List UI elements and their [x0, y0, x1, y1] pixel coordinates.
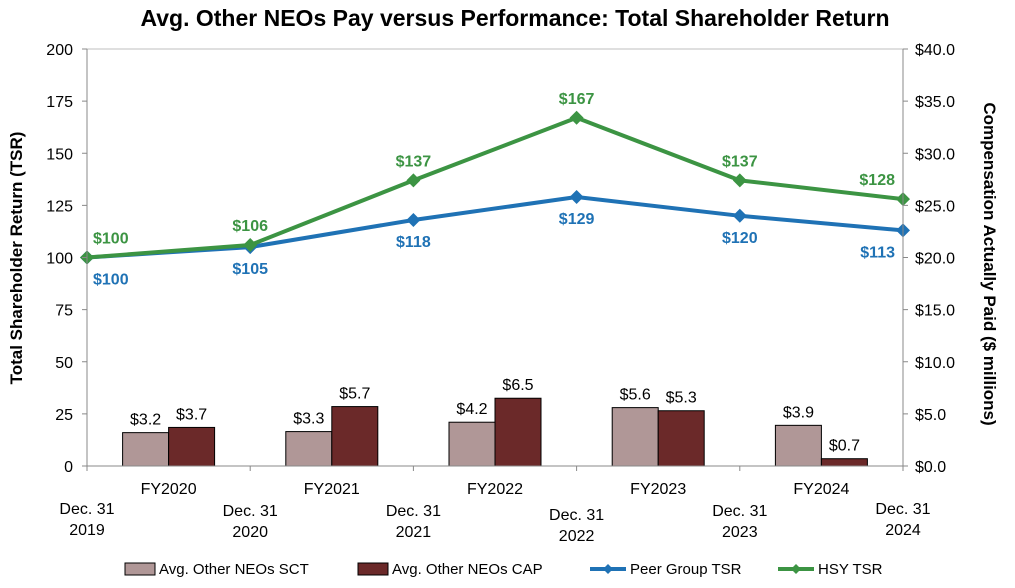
bar-value-label: $5.3 [666, 390, 697, 407]
label-layer: $3.2 $3.3 $4.2 $5.6 $3.9 $3.7 $5.7 $6.5 $5.3 $0.7… [93, 91, 895, 455]
line-layer [80, 110, 910, 265]
bar-cap [168, 426, 216, 467]
bar-sct [611, 407, 659, 467]
bar-value-label: $6.5 [502, 377, 533, 394]
tsr-value-label: $120 [722, 230, 758, 247]
date-label-line2: 2023 [722, 524, 758, 541]
y-left-tick-label: 0 [64, 459, 73, 476]
axis-layer: 0 25 50 75 100 125 150 175 200 $0.0 $5.0 $10.0 $15.0… [46, 42, 955, 545]
bar-layer [122, 397, 868, 467]
bar-cap [331, 406, 379, 467]
bar-sct [122, 432, 170, 467]
bar-cap [494, 397, 542, 467]
date-label-line1: Dec. 31 [223, 503, 278, 520]
series-marker-hsy [569, 110, 584, 125]
y-right-tick-label: $25.0 [915, 198, 955, 215]
series-marker-hsy [243, 237, 258, 252]
legend-label: Avg. Other NEOs CAP [392, 561, 543, 578]
category-label: FY2022 [467, 481, 523, 498]
series-marker-hsy [732, 173, 747, 188]
date-label-line2: 2022 [559, 528, 595, 545]
y-left-tick-label: 100 [46, 251, 73, 268]
y-right-tick-label: $30.0 [915, 146, 955, 163]
legend-label: Avg. Other NEOs SCT [159, 561, 309, 578]
legend-swatch [124, 562, 156, 576]
bar-cap [657, 410, 705, 467]
date-label-line1: Dec. 31 [386, 503, 441, 520]
category-label: FY2024 [793, 481, 849, 498]
y-left-tick-label: 50 [55, 355, 73, 372]
legend-marker [791, 564, 801, 574]
series-line-hsy [86, 115, 904, 260]
bar-cap [820, 458, 868, 467]
legend-swatch [357, 562, 389, 576]
y-left-tick-label: 175 [46, 94, 73, 111]
category-label: FY2020 [141, 481, 197, 498]
bar-value-label: $3.2 [130, 412, 161, 429]
series-marker-hsy [406, 173, 421, 188]
series-marker-peer [406, 212, 421, 227]
bar-value-label: $5.6 [620, 387, 651, 404]
date-label-line1: Dec. 31 [875, 501, 930, 518]
y-left-tick-label: 25 [55, 407, 73, 424]
legend-label: Peer Group TSR [630, 561, 742, 578]
tsr-value-label: $167 [559, 91, 595, 108]
tsr-value-label: $128 [859, 172, 895, 189]
y-left-tick-label: 75 [55, 303, 73, 320]
tsr-value-label: $105 [232, 261, 268, 278]
chart-title: Avg. Other NEOs Pay versus Performance: … [141, 5, 890, 31]
series-marker-peer [569, 190, 584, 205]
bar-sct [285, 431, 333, 467]
bar-value-label: $3.7 [176, 406, 207, 423]
tsr-value-label: $113 [860, 244, 895, 261]
category-label: FY2021 [304, 481, 360, 498]
bar-value-label: $0.7 [829, 438, 860, 455]
legend-label: HSY TSR [818, 561, 883, 578]
date-label-line2: 2020 [232, 524, 268, 541]
y-right-tick-label: $0.0 [915, 459, 946, 476]
y-left-tick-label: 200 [46, 42, 73, 59]
tsr-value-label: $129 [559, 211, 595, 228]
bar-sct [448, 421, 496, 467]
y-right-tick-label: $10.0 [915, 355, 955, 372]
tsr-value-label: $100 [93, 231, 129, 248]
date-label-line2: 2021 [396, 524, 432, 541]
y-left-tick-label: 150 [46, 146, 73, 163]
date-label-line2: 2024 [885, 522, 921, 539]
y-right-tick-label: $15.0 [915, 303, 955, 320]
tsr-value-label: $137 [722, 153, 758, 170]
bar-sct [774, 424, 822, 467]
y-left-tick-label: 125 [46, 198, 73, 215]
tsr-value-label: $137 [396, 153, 432, 170]
date-label-line2: 2019 [69, 522, 105, 539]
tsr-value-label: $100 [93, 272, 129, 289]
bar-value-label: $3.3 [293, 411, 324, 428]
tsr-value-label: $106 [232, 218, 268, 235]
date-label-line1: Dec. 31 [59, 501, 114, 518]
tsr-value-label: $118 [396, 234, 431, 251]
y-right-tick-label: $35.0 [915, 94, 955, 111]
y-left-axis-title: Total Shareholder Return (TSR) [7, 132, 26, 385]
y-right-tick-label: $20.0 [915, 251, 955, 268]
bar-value-label: $3.9 [783, 404, 814, 421]
y-right-tick-label: $40.0 [915, 42, 955, 59]
date-label-line1: Dec. 31 [712, 503, 767, 520]
bar-value-label: $5.7 [339, 386, 370, 403]
bar-value-label: $4.2 [456, 401, 487, 418]
series-marker-peer [732, 208, 747, 223]
category-label: FY2023 [630, 481, 686, 498]
legend-marker [603, 564, 613, 574]
date-label-line1: Dec. 31 [549, 507, 604, 524]
legend: Avg. Other NEOs SCT Avg. Other NEOs CAP Pe… [124, 561, 883, 578]
y-right-axis-title: Compensation Actually Paid ($ millions) [980, 102, 999, 425]
y-right-tick-label: $5.0 [915, 407, 946, 424]
